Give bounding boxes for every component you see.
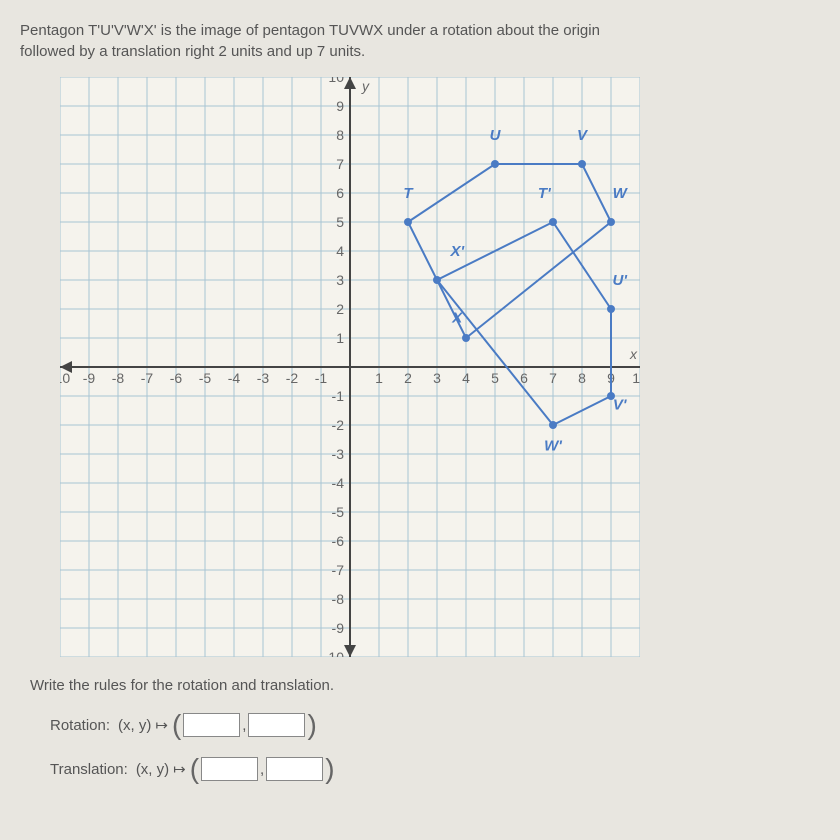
- svg-text:y: y: [361, 78, 370, 94]
- open-paren: (: [190, 753, 199, 785]
- translation-x-input[interactable]: [201, 757, 258, 781]
- svg-text:-8: -8: [112, 370, 125, 386]
- svg-text:10: 10: [632, 370, 640, 386]
- svg-text:4: 4: [462, 370, 470, 386]
- svg-text:9: 9: [336, 98, 344, 114]
- svg-text:-3: -3: [257, 370, 270, 386]
- svg-text:x: x: [629, 346, 638, 362]
- svg-text:3: 3: [336, 272, 344, 288]
- problem-line2: followed by a translation right 2 units …: [20, 43, 365, 60]
- svg-text:X: X: [451, 310, 463, 327]
- svg-text:7: 7: [336, 156, 344, 172]
- svg-text:U': U': [612, 272, 627, 289]
- rotation-x-input[interactable]: [183, 713, 240, 737]
- svg-text:T': T': [538, 185, 551, 202]
- svg-text:-7: -7: [332, 562, 345, 578]
- translation-notation: (x, y): [136, 761, 169, 778]
- svg-text:3: 3: [433, 370, 441, 386]
- svg-text:1: 1: [336, 330, 344, 346]
- svg-text:1: 1: [375, 370, 383, 386]
- svg-text:-8: -8: [332, 591, 345, 607]
- svg-text:6: 6: [336, 185, 344, 201]
- svg-text:W': W': [544, 437, 562, 454]
- maps-to-icon: ↦: [155, 716, 168, 734]
- svg-text:-3: -3: [332, 446, 345, 462]
- svg-text:4: 4: [336, 243, 344, 259]
- svg-text:7: 7: [549, 370, 557, 386]
- translation-label: Translation:: [50, 761, 128, 778]
- problem-statement: Pentagon T'U'V'W'X' is the image of pent…: [20, 20, 820, 62]
- rotation-y-input[interactable]: [248, 713, 305, 737]
- svg-text:-1: -1: [332, 388, 345, 404]
- svg-text:6: 6: [520, 370, 528, 386]
- svg-text:-9: -9: [83, 370, 96, 386]
- svg-text:X': X': [450, 243, 465, 260]
- instruction-text: Write the rules for the rotation and tra…: [30, 677, 820, 694]
- svg-text:8: 8: [336, 127, 344, 143]
- rotation-notation: (x, y): [118, 717, 151, 734]
- close-paren: ): [325, 753, 334, 785]
- svg-text:V': V': [613, 397, 627, 414]
- svg-text:5: 5: [336, 214, 344, 230]
- svg-text:-5: -5: [332, 504, 345, 520]
- translation-rule-row: Translation: (x, y) ↦ ( , ): [50, 753, 820, 785]
- svg-text:-10: -10: [60, 370, 70, 386]
- svg-text:-1: -1: [315, 370, 328, 386]
- rotation-rule-row: Rotation: (x, y) ↦ ( , ): [50, 709, 820, 741]
- svg-text:U: U: [490, 127, 502, 144]
- svg-text:W: W: [613, 185, 629, 202]
- svg-text:-9: -9: [332, 620, 345, 636]
- svg-text:-2: -2: [286, 370, 299, 386]
- coordinate-graph: -10-9-8-7-6-5-4-3-2-112345678910-10-9-8-…: [60, 77, 640, 657]
- maps-to-icon: ↦: [173, 760, 186, 778]
- svg-text:-6: -6: [170, 370, 183, 386]
- open-paren: (: [172, 709, 181, 741]
- svg-text:-10: -10: [324, 649, 344, 657]
- svg-text:8: 8: [578, 370, 586, 386]
- svg-text:-2: -2: [332, 417, 345, 433]
- svg-text:-7: -7: [141, 370, 154, 386]
- problem-line1: Pentagon T'U'V'W'X' is the image of pent…: [20, 22, 600, 39]
- svg-text:2: 2: [404, 370, 412, 386]
- svg-text:-5: -5: [199, 370, 212, 386]
- svg-text:5: 5: [491, 370, 499, 386]
- svg-text:-4: -4: [332, 475, 345, 491]
- svg-text:10: 10: [328, 77, 344, 85]
- svg-text:2: 2: [336, 301, 344, 317]
- svg-text:-4: -4: [228, 370, 241, 386]
- rotation-label: Rotation:: [50, 717, 110, 734]
- svg-text:-6: -6: [332, 533, 345, 549]
- close-paren: ): [307, 709, 316, 741]
- translation-y-input[interactable]: [266, 757, 323, 781]
